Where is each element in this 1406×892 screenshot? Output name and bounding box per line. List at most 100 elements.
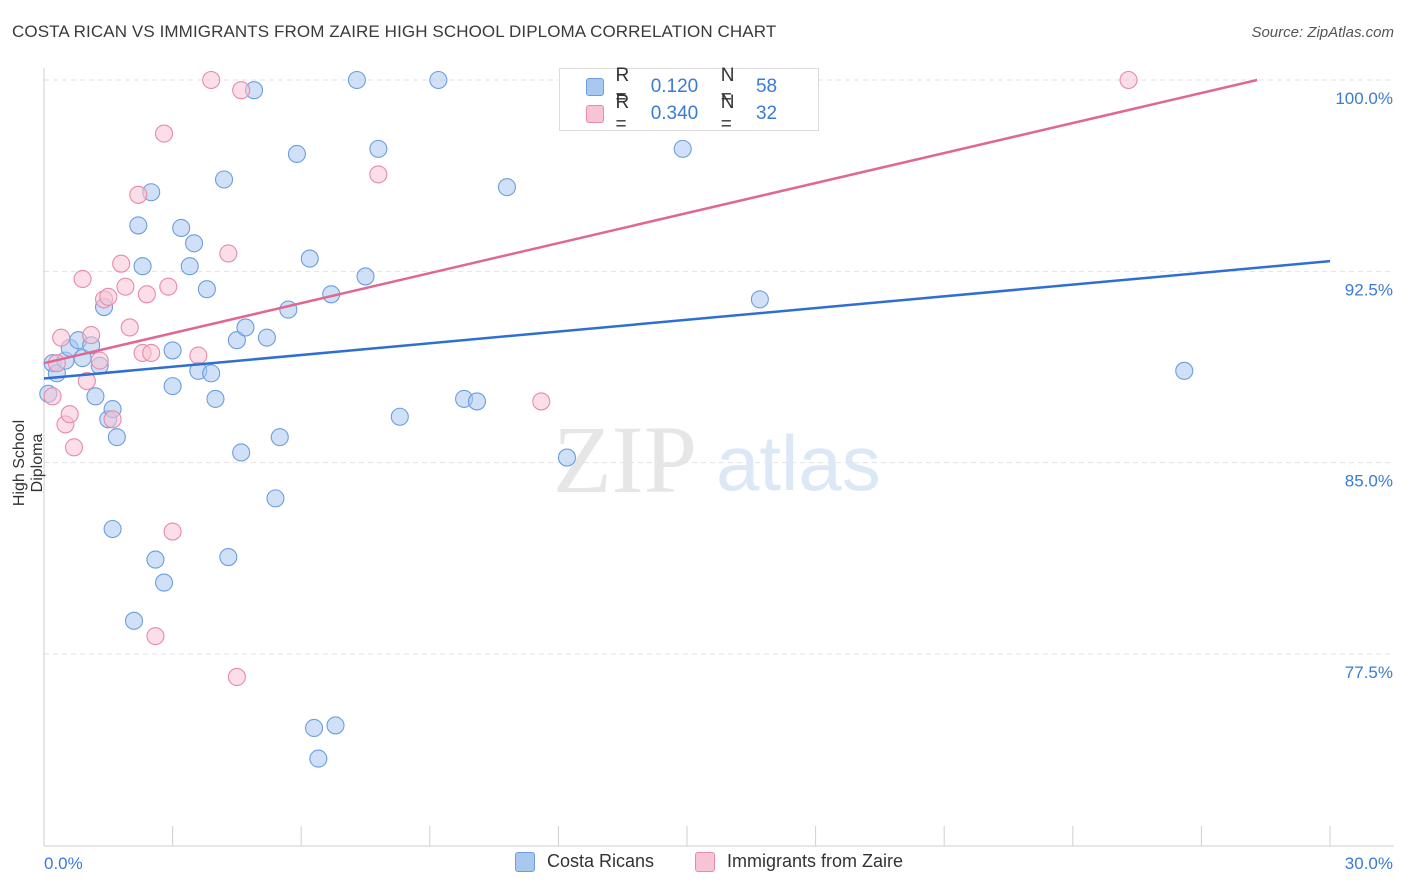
trend-line-costa-ricans [43,259,1331,380]
legend-item-zaire[interactable]: Immigrants from Zaire [695,851,903,872]
point-costa-rican [107,428,126,447]
point-costa-rican [180,257,199,276]
legend-swatch-pink [586,105,604,123]
chart-title: COSTA RICAN VS IMMIGRANTS FROM ZAIRE HIG… [12,22,777,41]
point-zaire [202,70,221,90]
x-tick-label: 30.0% [1345,854,1393,873]
legend-item-costa-ricans[interactable]: Costa Ricans [515,851,654,872]
correlation-legend: R = 0.120 N = 58 R = 0.340 N = 32 [559,65,819,135]
point-zaire [82,326,101,345]
point-costa-rican [390,407,409,426]
legend-swatch-blue [515,851,535,872]
point-costa-rican [673,139,692,158]
point-costa-rican [236,318,255,337]
point-costa-rican [184,234,204,253]
source-label: Source: ZipAtlas.com [1251,24,1394,41]
legend-row-zaire: R = 0.340 N = 32 [586,92,818,135]
legend-n-value: 58 [755,76,778,97]
y-tick-label: 85.0% [1345,472,1393,491]
point-zaire [60,405,79,424]
point-costa-rican [309,749,328,768]
point-costa-rican [197,280,216,299]
point-costa-rican [497,178,517,197]
point-costa-rican [103,519,122,539]
point-costa-rican [287,144,306,164]
y-tick-label: 77.5% [1345,663,1393,682]
point-zaire [116,277,135,296]
point-zaire [163,522,182,541]
point-costa-rican [1175,361,1194,380]
point-zaire [120,318,139,337]
point-costa-rican [219,548,238,567]
watermark: ZIP atlas [553,406,881,513]
legend-r-value: 0.340 [650,103,699,124]
axes [43,68,1394,847]
point-costa-rican [154,573,174,592]
trend-lines [43,78,1331,380]
point-zaire [73,269,92,289]
point-zaire [219,244,238,263]
point-costa-rican [369,139,388,158]
point-costa-rican [266,489,285,508]
point-zaire [154,124,174,143]
y-tick-label: 100.0% [1335,89,1393,108]
point-costa-rican [86,387,105,406]
point-costa-rican [163,341,182,360]
point-zaire [103,410,122,429]
point-costa-rican [429,70,448,90]
legend-r-label: R = [615,65,630,108]
point-costa-rican [467,392,487,411]
point-zaire [43,387,62,406]
legend-label: Immigrants from Zaire [727,851,904,871]
point-costa-rican [129,216,148,235]
trend-line-zaire [43,78,1258,365]
point-zaire [99,287,118,306]
legend-n-label: N = [720,65,735,108]
point-costa-rican [146,550,165,569]
watermark-zip: ZIP [553,406,697,513]
point-zaire [146,627,165,646]
point-costa-rican [305,718,324,738]
legend-r-value: 0.120 [650,76,699,97]
point-costa-rican [124,611,144,630]
point-zaire [112,254,131,273]
legend-label: Costa Ricans [547,851,655,871]
point-zaire [129,185,148,204]
point-zaire [64,438,84,457]
point-zaire [77,371,96,391]
y-tick-label: 92.5% [1345,280,1393,299]
point-costa-rican [206,389,225,408]
point-zaire [159,277,178,296]
series-legend: Costa Ricans Immigrants from Zaire [0,851,1406,877]
point-costa-rican [172,218,191,238]
legend-row-costa-ricans: R = 0.120 N = 58 [586,65,818,108]
legend-swatch-pink [695,851,715,872]
point-costa-rican [214,170,234,189]
point-zaire [369,165,388,184]
point-zaire [137,285,156,304]
point-zaire [232,81,251,100]
point-zaire [47,354,66,373]
point-zaire [227,667,246,687]
y-axis-label: High School Diploma [11,419,46,507]
point-costa-rican [270,428,289,447]
point-costa-rican [557,448,577,467]
point-zaire [90,351,109,370]
point-costa-rican [202,364,221,383]
data-points [39,70,1194,768]
point-costa-rican [227,331,246,350]
point-costa-rican [326,716,345,735]
point-costa-rican [300,249,319,268]
watermark-atlas: atlas [716,419,881,507]
x-tick-label: 0.0% [44,854,83,873]
legend-n-value: 32 [755,103,778,124]
point-costa-rican [356,267,375,286]
legend-n-label: N = [720,92,735,135]
tick-labels: 77.5% 85.0% 92.5% 100.0% 0.0% 30.0% [44,89,1393,873]
point-zaire [532,392,551,411]
point-zaire [52,328,71,347]
legend-r-label: R = [615,92,630,135]
point-costa-rican [133,257,152,276]
point-zaire [1119,70,1138,90]
